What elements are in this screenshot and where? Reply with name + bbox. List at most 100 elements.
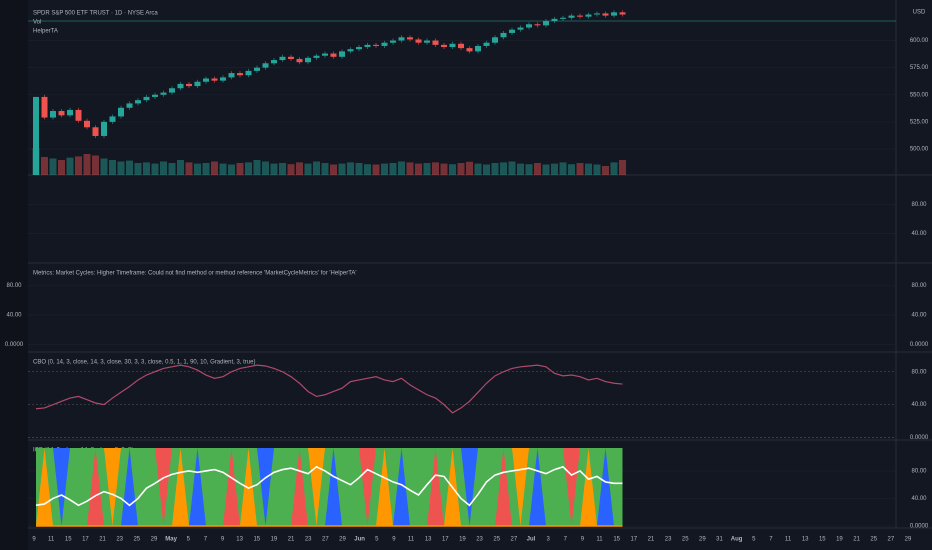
time-tick-label: 15 [65, 537, 72, 543]
volume-bar [355, 163, 363, 175]
time-tick-label: 7 [564, 537, 568, 543]
volume-bar [262, 161, 269, 175]
time-tick-label: 11 [408, 537, 415, 543]
candle [237, 73, 243, 76]
candle [347, 49, 354, 52]
candle [560, 17, 566, 19]
candle [441, 44, 447, 48]
oscillator-line [35, 364, 623, 414]
volume-bar [211, 161, 218, 175]
candle [288, 56, 294, 59]
price-tick-label: 525.00 [910, 119, 929, 125]
volume-bar [270, 163, 278, 175]
cycle-triangle [223, 448, 240, 526]
candle [169, 88, 175, 93]
cycle-triangle [240, 448, 257, 526]
time-tick-label: 29 [151, 537, 158, 543]
time-tick-label: May [165, 537, 177, 543]
volume-bar [347, 162, 354, 175]
volume-bar [602, 166, 609, 175]
volume-bar [432, 162, 439, 175]
time-tick-label: 17 [82, 537, 89, 543]
time-tick-label: 17 [442, 537, 449, 543]
volume-bar [202, 163, 210, 175]
candle [194, 81, 201, 87]
cycle-triangle [563, 448, 580, 526]
candle [101, 121, 107, 136]
cycle-triangle [257, 448, 274, 526]
cycle-triangle [308, 448, 325, 526]
left-toolbar[interactable] [0, 0, 28, 550]
volume-bar [236, 163, 244, 175]
volume-bar [474, 163, 482, 175]
candle [152, 94, 158, 97]
volume-bar [304, 163, 312, 175]
volume-bar [83, 154, 91, 175]
candle [526, 24, 532, 28]
time-tick-label: 19 [836, 537, 843, 543]
time-tick-label: 5 [187, 537, 191, 543]
candle [186, 83, 192, 87]
time-tick-label: 25 [493, 537, 500, 543]
time-tick-label: 11 [596, 537, 603, 543]
volume-bar [151, 163, 159, 175]
candle [322, 53, 328, 56]
candle [92, 127, 99, 136]
candle [339, 51, 345, 57]
pane-tick-label: 40.00 [911, 496, 927, 502]
volume-bar [619, 160, 626, 175]
candle [364, 44, 371, 48]
candle [177, 83, 184, 89]
cycle-triangle [495, 448, 512, 526]
time-tick-label: 15 [613, 537, 620, 543]
cycle-triangle [121, 448, 138, 526]
candle [279, 56, 286, 61]
candle [109, 116, 116, 122]
candle [33, 96, 39, 175]
time-tick-label: 3 [546, 537, 550, 543]
time-tick-label: 13 [802, 537, 809, 543]
candle [330, 53, 337, 57]
cycle-triangle [461, 448, 478, 526]
currency[interactable]: USD [913, 10, 926, 16]
time-tick-label: 7 [204, 537, 208, 543]
cycle-triangle [376, 448, 393, 526]
volume-bar [245, 162, 252, 175]
time-tick-label: 21 [648, 537, 655, 543]
volume-bar [66, 157, 74, 175]
time-tick-label: 29 [905, 537, 912, 543]
cycle-triangle [393, 448, 410, 526]
time-tick-label: 27 [322, 537, 329, 543]
time-tick-label: 23 [665, 537, 672, 543]
volume-bar [389, 163, 397, 175]
cycle-line [35, 465, 623, 507]
volume-bar [466, 161, 473, 175]
volume-bar [75, 156, 82, 175]
time-tick-label: 13 [236, 537, 243, 543]
candle [483, 42, 490, 46]
time-tick-label: Aug [731, 537, 743, 543]
volume-bar [398, 161, 405, 175]
volume-bar [279, 163, 286, 175]
candle [67, 109, 73, 116]
pane-tick-label: 80.00 [911, 369, 927, 375]
pane-tick-label: 40.00 [911, 312, 927, 318]
candle [305, 57, 311, 63]
time-tick-label: 23 [476, 537, 483, 543]
candle [500, 32, 507, 38]
candle [58, 111, 65, 116]
cycle-triangle [597, 448, 614, 526]
volume-bar [321, 163, 329, 175]
volume-bar [92, 155, 99, 175]
pane-tick-label-left: 0.0000 [5, 342, 24, 348]
price-tick-label: 500.00 [910, 147, 929, 153]
candle [271, 60, 277, 64]
time-tick-label: 9 [221, 537, 225, 543]
volume-bar [372, 164, 380, 175]
pane-tick-label: 0.0000 [910, 342, 929, 348]
candle [135, 100, 141, 104]
candle [594, 13, 600, 15]
candle [543, 21, 549, 26]
time-tick-label: 23 [305, 537, 312, 543]
